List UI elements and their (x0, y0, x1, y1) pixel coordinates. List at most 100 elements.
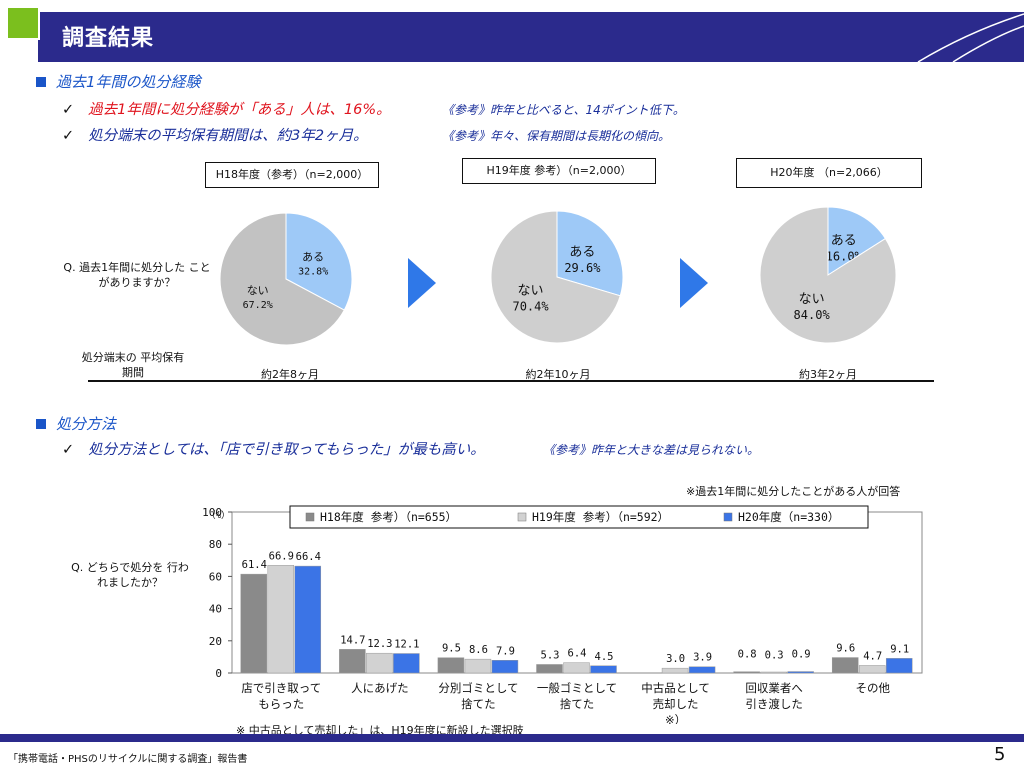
bar-value-label: 0.9 (792, 649, 811, 661)
bullet-period: ✓ 処分端末の平均保有期間は、約3年2ヶ月。 (62, 124, 368, 145)
page-title: 調査結果 (62, 26, 155, 51)
note-period: 《参考》年々、保有期間は長期化の傾向。 (442, 129, 671, 143)
y-tick-label: 0 (215, 667, 222, 680)
bar-chart: 0 20 40 60 80 100（%） 61.466.9 66.4 店で引き取ってもらった 14… (202, 505, 923, 724)
y-tick-label: 80 (209, 538, 222, 551)
bar (787, 671, 814, 674)
x-category-label: ※） (665, 713, 686, 724)
legend-label: H20年度（n=330） (738, 510, 839, 524)
year-box-h18: H18年度（参考）（n=2,000） (205, 162, 379, 188)
check-icon: ✓ (62, 102, 75, 118)
x-category-label: 中古品として (641, 681, 710, 695)
bullet-experience-text: 過去1年間に処分経験が「ある」人は、16%。 (88, 102, 391, 118)
pie-value-label: 70.4% (512, 300, 549, 314)
logo-square (6, 6, 40, 40)
pie-slice-label: ある (302, 251, 324, 264)
y-tick-label: 100 (202, 506, 222, 519)
bar-value-label: 9.5 (442, 643, 461, 655)
bar (536, 664, 563, 674)
period-h18: 約2年8ヶ月 (261, 368, 319, 381)
bar (885, 658, 913, 674)
pie-charts: ある32.8%ない67.2%ある29.6%ない70.4%ある16.0%ない84.… (219, 206, 897, 346)
check-icon: ✓ (62, 442, 75, 458)
bar (688, 666, 716, 674)
legend-label: H18年度 参考）（n=655） (320, 510, 457, 524)
bar (267, 565, 295, 674)
bar-value-label: 3.0 (666, 653, 685, 665)
bar (590, 665, 617, 674)
bullet-experience: ✓ 過去1年間に処分経験が「ある」人は、16%。 (62, 98, 391, 119)
legend-swatch (723, 512, 733, 522)
bar-value-label: 4.5 (595, 651, 614, 663)
bar (760, 671, 787, 674)
pie-value-label: 29.6% (564, 261, 601, 275)
arrow-right-icon (408, 258, 436, 308)
pie-slice (219, 212, 345, 346)
pie-slice-label: ある (569, 245, 595, 260)
bar (294, 565, 322, 674)
footer-bar (0, 734, 1024, 742)
question-bar: Q. どちらで処分を 行われましたか？ (71, 561, 189, 589)
x-category-label: 店で引き取って (241, 681, 321, 695)
y-tick-label: 20 (209, 635, 222, 648)
square-bullet-icon (36, 77, 46, 87)
bar-value-label: 6.4 (568, 648, 587, 660)
note-method: 《参考》昨年と大きな差は見られない。 (543, 443, 760, 457)
bar (464, 658, 492, 674)
pie-slice-label: ある (831, 233, 857, 248)
bar (437, 657, 465, 674)
section1-heading-text: 過去1年間の処分経験 (56, 73, 201, 91)
arrow-right-icon (680, 258, 708, 308)
bar-value-label: 12.3 (367, 638, 392, 650)
x-category-label: 一般ゴミとして (537, 681, 617, 695)
x-category-label: 分別ゴミとして (438, 681, 518, 695)
pie-slice-label: ない (247, 284, 269, 297)
bar-value-label: 14.7 (340, 634, 365, 646)
bar-value-label: 5.3 (541, 649, 560, 661)
pie-value-label: 84.0% (794, 308, 831, 322)
x-category-label: 捨てた (461, 697, 496, 711)
footer-text: 「携帯電話・PHSのリサイクルに関する調査」報告書 (8, 754, 248, 765)
bullet-period-text: 処分端末の平均保有期間は、約3年2ヶ月。 (88, 128, 368, 144)
pie-slice (827, 206, 887, 276)
bar (491, 660, 519, 674)
legend-swatch (305, 512, 315, 522)
legend-swatch (517, 512, 527, 522)
bar-value-label: 3.9 (693, 652, 712, 664)
x-category-label: その他 (855, 681, 890, 695)
pie-slice (490, 210, 621, 344)
y-unit-label: （%） (207, 510, 230, 521)
period-h20: 約3年2ヶ月 (799, 368, 857, 381)
bar (393, 653, 420, 674)
x-category-label: 売却した (653, 697, 699, 711)
bar (831, 657, 859, 674)
square-bullet-icon (36, 419, 46, 429)
period-label: 処分端末の 平均保有期間 (81, 351, 185, 379)
year-box-h19: H19年度 参考）（n=2,000） (462, 158, 656, 184)
period-divider (88, 380, 934, 382)
x-category-label: 回収業者へ (745, 681, 803, 695)
plot-area (231, 511, 923, 674)
y-tick-label: 60 (209, 570, 222, 583)
header-bar (38, 12, 1024, 62)
pie-slice (759, 206, 897, 344)
respondent-note: ※過去1年間に処分したことがある人が回答 (686, 485, 901, 498)
pie-value-label: 67.2% (243, 300, 273, 311)
bar-value-label: 7.9 (496, 645, 515, 657)
pie-slice-label: ない (799, 292, 825, 307)
period-h19: 約2年10ヶ月 (525, 368, 591, 381)
x-category-label: 捨てた (560, 697, 595, 711)
bullet-method: ✓ 処分方法としては、「店で引き取ってもらった」が最も高い。 (62, 438, 485, 459)
bar (858, 665, 886, 674)
legend-label: H19年度 参考）（n=592） (532, 510, 669, 524)
pie-slice (285, 212, 353, 311)
x-category-label: もらった (258, 697, 304, 711)
year-box-h20: H20年度 （n=2,066） (736, 158, 922, 188)
bar (733, 671, 760, 674)
bar-value-label: 0.8 (738, 649, 757, 661)
bar-value-label: 66.4 (296, 551, 321, 563)
bar-value-label: 4.7 (863, 650, 882, 662)
bar-value-label: 8.6 (469, 644, 488, 656)
bar-value-label: 61.4 (242, 559, 267, 571)
header-decoration (917, 13, 1024, 62)
